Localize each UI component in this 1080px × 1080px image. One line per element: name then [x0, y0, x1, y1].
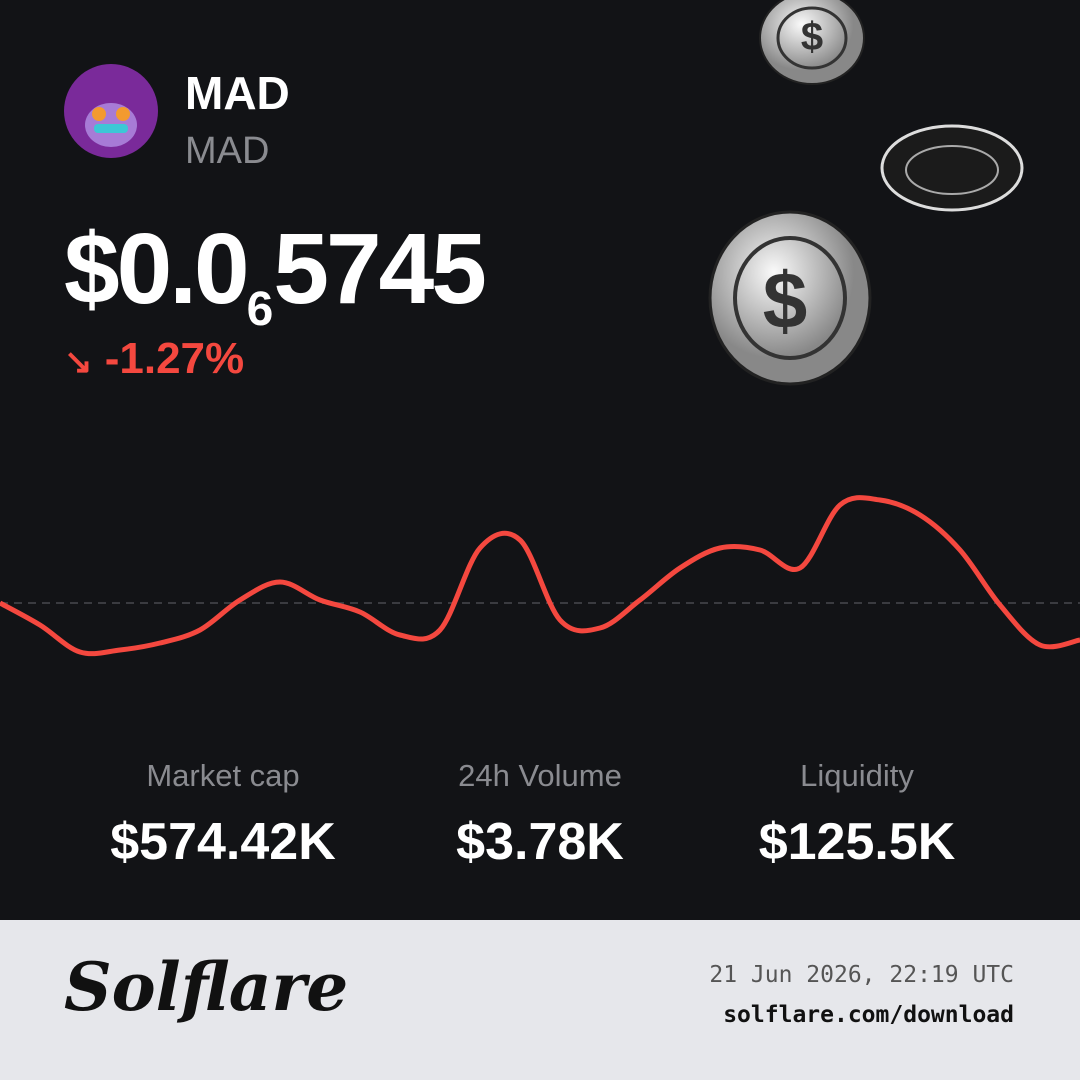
coin: $: [708, 210, 872, 386]
brand-logo: Solflare: [64, 948, 349, 1026]
stat-value: $574.42K: [110, 813, 336, 871]
stat-value: $125.5K: [758, 813, 956, 871]
price-digits: 5745: [273, 213, 486, 325]
coin: [880, 124, 1024, 212]
token-symbol: MAD: [185, 130, 270, 172]
stat-value: $3.78K: [456, 813, 624, 871]
price-prefix: $0.0: [64, 213, 250, 325]
price-change: ↘ -1.27%: [64, 334, 245, 383]
coin: $: [759, 0, 865, 85]
download-link: solflare.com/download: [723, 1002, 1014, 1028]
stat-label: 24h Volume: [458, 758, 622, 793]
stat: 24h Volume $3.78K: [370, 758, 710, 872]
footer: [0, 920, 1080, 1080]
price: $0.065745: [64, 212, 487, 337]
token-name: MAD: [185, 67, 290, 119]
stat: Market cap $574.42K: [53, 758, 393, 872]
timestamp: 21 Jun 2026, 22:19 UTC: [709, 962, 1014, 988]
zero-count: 6: [246, 283, 274, 336]
price-line: [0, 495, 1080, 657]
decor: $ $: [0, 0, 1080, 657]
stat: Liquidity $125.5K: [687, 758, 1027, 872]
svg-text:$: $: [763, 256, 808, 345]
stat-label: Liquidity: [800, 758, 914, 793]
change-value: -1.27%: [104, 334, 245, 383]
price-chart: [0, 495, 1080, 657]
stat-label: Market cap: [146, 758, 300, 793]
svg-text:$: $: [801, 15, 823, 59]
